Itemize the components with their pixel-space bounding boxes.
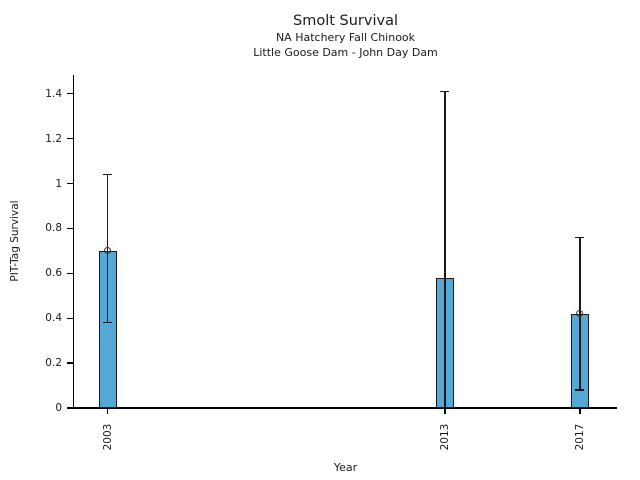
- chart-subtitle-reach: Little Goose Dam - John Day Dam: [253, 46, 438, 59]
- error-bar-cap-low: [575, 389, 585, 391]
- y-tick-label: 0.2: [45, 357, 62, 370]
- chart-subtitle-species: NA Hatchery Fall Chinook: [275, 31, 416, 44]
- error-bar-cap-low: [103, 321, 113, 324]
- chart-title: Smolt Survival: [293, 13, 398, 29]
- y-tick-mark: [67, 317, 73, 319]
- error-bar-cap-high: [440, 90, 450, 93]
- error-bar-line: [444, 91, 446, 408]
- y-tick-mark: [67, 272, 73, 274]
- y-tick-label: 0.8: [45, 222, 62, 235]
- y-tick-label: 0.4: [45, 312, 62, 325]
- error-bar-cap-high: [103, 173, 113, 176]
- point-marker: [104, 247, 112, 255]
- x-tick-mark: [579, 408, 581, 415]
- y-tick-label: 1: [55, 177, 62, 190]
- x-tick-mark: [444, 408, 446, 415]
- y-tick-mark: [67, 362, 73, 364]
- x-axis-spine: [73, 407, 617, 409]
- y-tick-mark: [67, 137, 73, 140]
- y-tick-label: 1.2: [45, 132, 62, 145]
- y-tick-mark: [67, 407, 73, 409]
- y-tick-mark: [67, 182, 73, 185]
- y-tick-label: 0: [55, 402, 62, 414]
- y-axis-label: PIT-Tag Survival: [9, 200, 21, 282]
- y-tick-mark: [67, 93, 73, 95]
- x-axis-label: Year: [333, 461, 358, 474]
- x-tick-label: 2017: [573, 423, 586, 451]
- y-tick-label: 1.4: [45, 87, 62, 100]
- x-tick-mark: [107, 408, 109, 415]
- y-tick-label: 0.6: [45, 267, 62, 280]
- x-tick-label: 2003: [101, 423, 114, 451]
- x-tick-label: 2013: [438, 423, 451, 451]
- y-tick-mark: [67, 227, 73, 230]
- y-axis-spine: [73, 75, 75, 409]
- error-bar-cap-high: [575, 236, 585, 239]
- point-marker: [576, 310, 584, 318]
